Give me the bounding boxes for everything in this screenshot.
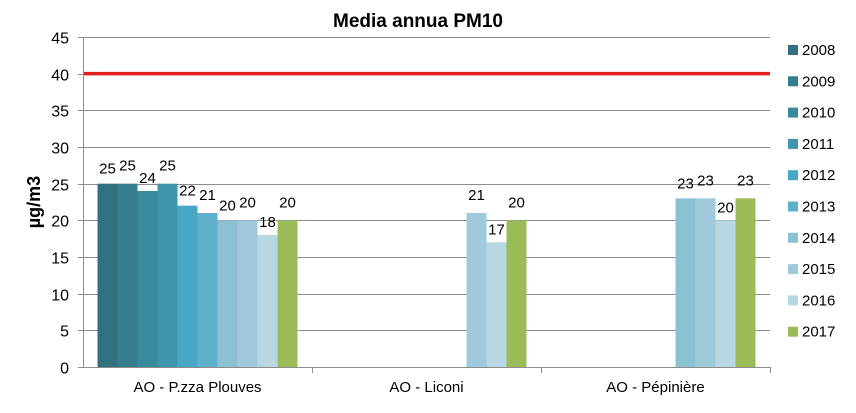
legend-label: 2011 (802, 136, 834, 153)
legend-label: 2017 (802, 324, 835, 341)
y-tick-label: 5 (60, 324, 69, 341)
legend-label: 2015 (802, 261, 835, 278)
y-tick-label: 40 (51, 68, 69, 85)
legend-swatch-2016 (788, 295, 798, 306)
legend-swatch-2014 (788, 232, 798, 243)
bar-2017 (735, 198, 756, 367)
legend-swatch-2009 (788, 76, 798, 87)
data-label: 23 (737, 172, 754, 189)
bar-2010 (137, 191, 158, 367)
legend-swatch-2012 (788, 170, 798, 181)
data-label: 23 (697, 172, 714, 189)
y-tick-label: 0 (60, 361, 69, 378)
data-label: 25 (119, 158, 136, 175)
legend-swatch-2008 (788, 45, 798, 55)
data-label: 20 (717, 199, 734, 216)
bar-2014 (675, 198, 696, 367)
bar-2013 (197, 213, 218, 367)
bar-2008 (97, 183, 118, 367)
legend-swatch-2013 (788, 201, 798, 212)
legend-label: 2014 (802, 230, 835, 247)
data-label: 18 (259, 214, 276, 231)
data-label: 20 (239, 194, 256, 211)
bar-2017 (277, 220, 298, 367)
bar-2016 (715, 220, 736, 367)
bar-2014 (217, 220, 238, 367)
legend-swatch-2010 (788, 107, 798, 118)
bar-2012 (177, 205, 198, 367)
legend-label: 2010 (802, 105, 835, 122)
x-tick-label: AO - P.zza Plouves (133, 379, 261, 396)
legend-label: 2008 (802, 42, 835, 59)
data-label: 20 (279, 194, 296, 211)
y-tick-label: 15 (51, 251, 69, 268)
legend-label: 2013 (802, 199, 835, 216)
bar-2015 (466, 213, 487, 367)
legend-swatch-2011 (788, 138, 798, 149)
y-axis-label: µg/m3 (24, 176, 44, 228)
x-tick-label: AO - Pépinière (606, 379, 704, 396)
legend-label: 2012 (802, 167, 835, 184)
bar-2015 (695, 198, 716, 367)
data-label: 24 (139, 170, 156, 187)
bar-2009 (117, 183, 138, 367)
y-tick-label: 20 (51, 214, 69, 231)
legend-label: 2016 (802, 292, 835, 309)
bar-2011 (157, 183, 178, 367)
x-tick-label: AO - Liconi (389, 379, 463, 396)
data-label: 20 (508, 194, 525, 211)
legend-swatch-2017 (788, 326, 798, 337)
y-tick-label: 35 (51, 104, 69, 121)
y-tick-label: 45 (51, 31, 69, 48)
bar-2016 (257, 235, 278, 367)
bar-2016 (486, 242, 507, 367)
data-label: 21 (199, 187, 216, 204)
data-label: 23 (677, 175, 694, 192)
data-label: 25 (99, 161, 116, 178)
legend-label: 2009 (802, 73, 835, 90)
bar-2017 (506, 220, 527, 367)
y-tick-label: 25 (51, 178, 69, 195)
data-label: 25 (159, 158, 176, 175)
y-tick-label: 30 (51, 141, 69, 158)
chart-title: Media annua PM10 (333, 11, 503, 32)
data-label: 22 (179, 183, 196, 200)
data-label: 17 (488, 221, 505, 238)
y-tick-label: 10 (51, 288, 69, 305)
bar-2015 (237, 220, 258, 367)
legend-swatch-2015 (788, 264, 798, 275)
data-label: 21 (468, 187, 485, 204)
data-label: 20 (219, 197, 236, 214)
